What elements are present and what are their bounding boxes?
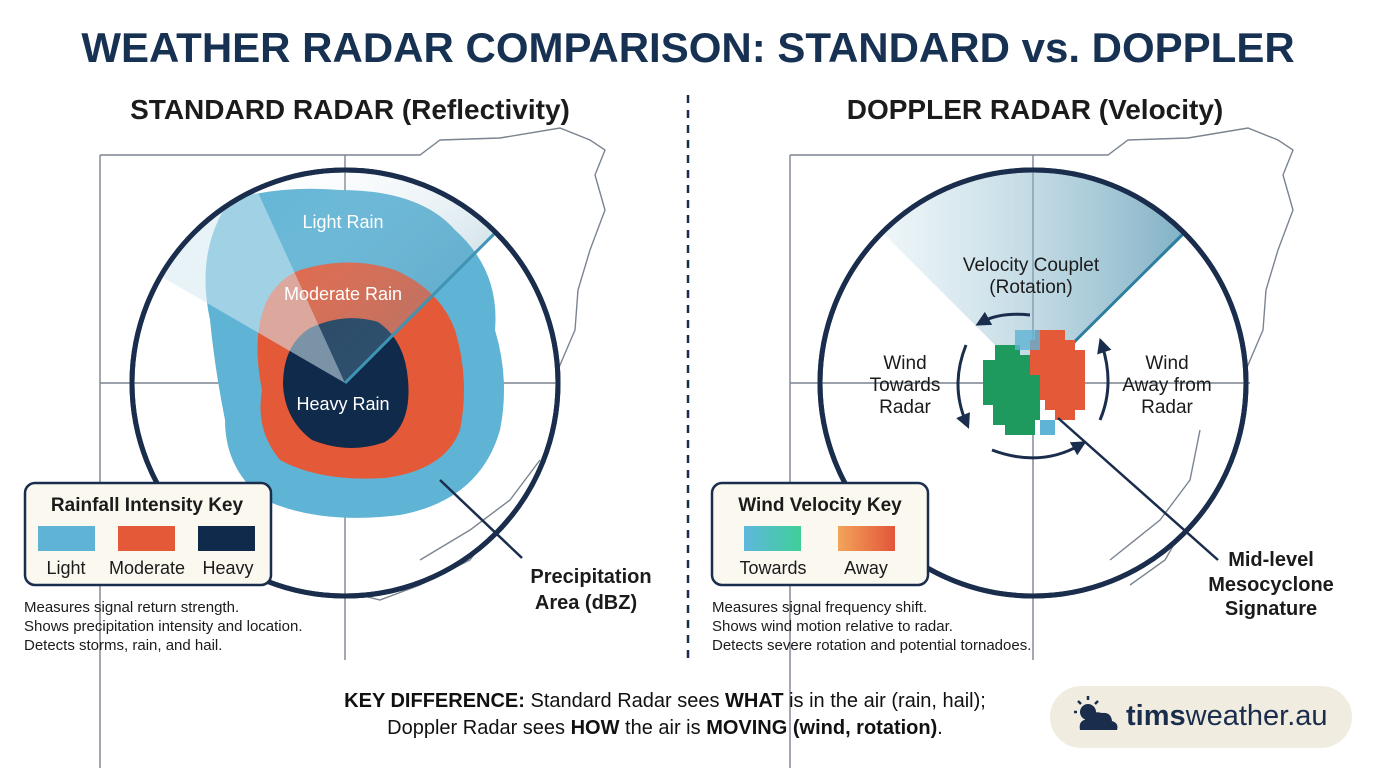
footer-text: WHAT <box>725 690 784 712</box>
towards-velocity <box>983 345 1040 435</box>
key-swatch <box>744 526 801 551</box>
radar-sweep <box>860 170 1210 383</box>
away-label: Away from <box>1122 375 1211 396</box>
description: Measures signal return strength. <box>24 599 239 616</box>
towards-label: Wind <box>883 353 926 374</box>
away-velocity <box>1030 330 1085 420</box>
zone-label: Moderate Rain <box>284 284 402 304</box>
callout-line <box>1057 417 1219 561</box>
description: Shows wind motion relative to radar. <box>712 618 953 635</box>
callout: Area (dBZ) <box>535 592 637 614</box>
callout: Mid-level <box>1228 549 1314 571</box>
zone-label: Heavy Rain <box>296 394 389 414</box>
callout: Precipitation <box>530 566 651 588</box>
key-title: Wind Velocity Key <box>738 495 902 516</box>
logo-part: tims <box>1126 700 1186 732</box>
key-item: Towards <box>739 558 806 578</box>
logo-icon <box>1074 696 1118 730</box>
rotation-arrow <box>975 311 1031 326</box>
panel-title: STANDARD RADAR (Reflectivity) <box>130 94 570 125</box>
radar-sweep <box>250 170 500 383</box>
description: Detects severe rotation and potential to… <box>712 637 1031 654</box>
doppler-panel: DOPPLER RADAR (Velocity) Velocity Couple… <box>710 94 1334 768</box>
key-item: Moderate <box>109 558 185 578</box>
couplet-label: (Rotation) <box>989 277 1072 298</box>
footer-text: Standard Radar sees <box>524 690 726 712</box>
logo-text: timsweather.au <box>1126 700 1328 733</box>
description: Shows precipitation intensity and locati… <box>24 618 303 635</box>
key-item: Heavy <box>202 558 253 578</box>
key-difference: KEY DIFFERENCE: Standard Radar sees WHAT… <box>300 688 1030 742</box>
towards-label: Radar <box>879 397 931 418</box>
footer-text: the air is <box>619 717 707 739</box>
footer-line: Doppler Radar sees HOW the air is MOVING… <box>300 715 1030 742</box>
logo-part: weather.au <box>1185 700 1328 732</box>
callout: Mesocyclone <box>1208 574 1334 596</box>
logo: timsweather.au <box>1050 686 1352 748</box>
description: Detects storms, rain, and hail. <box>24 637 222 654</box>
key-item: Away <box>844 558 888 578</box>
callout: Signature <box>1225 598 1317 620</box>
footer-text: KEY DIFFERENCE: <box>344 690 525 712</box>
callout-line <box>439 479 523 559</box>
description: Measures signal frequency shift. <box>712 599 927 616</box>
key-box <box>710 481 930 587</box>
footer-text: HOW <box>570 717 620 739</box>
key-title: Rainfall Intensity Key <box>51 495 244 516</box>
footer-text: Doppler Radar sees <box>387 717 571 739</box>
sweep-line <box>343 226 502 385</box>
key-swatch <box>38 526 95 551</box>
zone-label: Light Rain <box>302 212 383 232</box>
map-outline <box>789 127 1294 768</box>
main-title: WEATHER RADAR COMPARISON: STANDARD vs. D… <box>81 24 1294 71</box>
footer-text: MOVING (wind, rotation) <box>706 717 938 739</box>
away-label: Radar <box>1141 397 1193 418</box>
key-item: Light <box>46 558 85 578</box>
footer-text: is in the air (rain, hail); <box>783 690 986 712</box>
key-swatch <box>118 526 175 551</box>
rotation-arrow <box>991 441 1087 460</box>
away-label: Wind <box>1145 353 1188 374</box>
key-swatch <box>838 526 895 551</box>
towards-label: Towards <box>870 375 941 396</box>
key-swatch <box>198 526 255 551</box>
panel-title: DOPPLER RADAR (Velocity) <box>847 94 1224 125</box>
footer-line: KEY DIFFERENCE: Standard Radar sees WHAT… <box>300 688 1030 715</box>
standard-panel: STANDARD RADAR (Reflectivity) Light Rain… <box>23 94 652 768</box>
rotation-arrow <box>956 344 970 429</box>
footer-text: . <box>937 717 943 739</box>
rotation-arrow <box>1097 337 1112 421</box>
couplet-label: Velocity Couplet <box>963 255 1100 276</box>
